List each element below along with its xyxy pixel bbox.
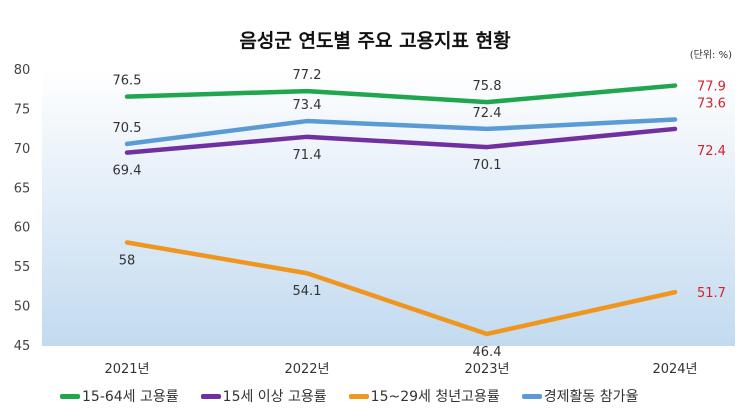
data-label: 75.8 (473, 79, 502, 94)
data-label: 70.1 (473, 158, 502, 173)
x-tick-label: 2022년 (284, 362, 329, 377)
legend-item: 15세 이상 고용률 (200, 386, 327, 406)
data-label: 72.4 (473, 106, 502, 121)
plot-area (42, 68, 735, 346)
legend-label: 15세 이상 고용률 (222, 389, 327, 405)
data-label: 71.4 (293, 148, 322, 163)
data-label: 58 (119, 253, 136, 268)
data-label: 77.9 (697, 80, 726, 95)
legend-item: 15~29세 청년고용률 (348, 386, 500, 406)
x-tick-label: 2023년 (464, 362, 509, 377)
y-tick-label: 80 (14, 63, 31, 78)
legend-label: 경제활동 참가율 (543, 389, 639, 405)
y-tick-label: 70 (14, 142, 31, 157)
legend-label: 15~29세 청년고용률 (370, 389, 500, 405)
series-line (124, 240, 678, 337)
series-line (124, 83, 678, 105)
series-line (124, 126, 678, 155)
y-tick-label: 50 (14, 300, 31, 315)
data-label: 73.6 (697, 96, 726, 111)
legend: 15-64세 고용률 15세 이상 고용률 15~29세 청년고용률 경제활동 참가율 (60, 386, 638, 406)
data-label: 51.7 (697, 286, 726, 301)
legend-swatch (521, 393, 542, 399)
data-label: 72.4 (697, 144, 726, 159)
y-tick-label: 45 (14, 339, 31, 354)
unit-label: (단위: %) (689, 50, 732, 61)
legend-swatch (60, 393, 80, 399)
data-label: 69.4 (113, 164, 142, 179)
data-label: 46.4 (473, 345, 502, 360)
legend-item: 경제활동 참가율 (521, 386, 639, 406)
legend-swatch (348, 393, 369, 399)
data-label: 77.2 (293, 68, 322, 83)
legend-label: 15-64세 고용률 (82, 389, 179, 405)
chart-title: 음성군 연도별 주요 고용지표 현황 (239, 30, 511, 52)
data-label: 73.4 (293, 98, 322, 113)
data-label: 76.5 (113, 74, 142, 89)
y-tick-label: 65 (14, 181, 31, 196)
legend-swatch (200, 393, 221, 399)
y-tick-label: 75 (14, 102, 31, 117)
data-label: 54.1 (293, 284, 322, 299)
x-tick-label: 2021년 (104, 362, 149, 377)
legend-item: 15-64세 고용률 (60, 386, 179, 406)
x-tick-label: 2024년 (652, 362, 697, 377)
data-label: 70.5 (113, 121, 142, 136)
series-line (124, 117, 678, 147)
y-tick-label: 55 (14, 260, 31, 275)
y-tick-label: 60 (14, 221, 31, 236)
